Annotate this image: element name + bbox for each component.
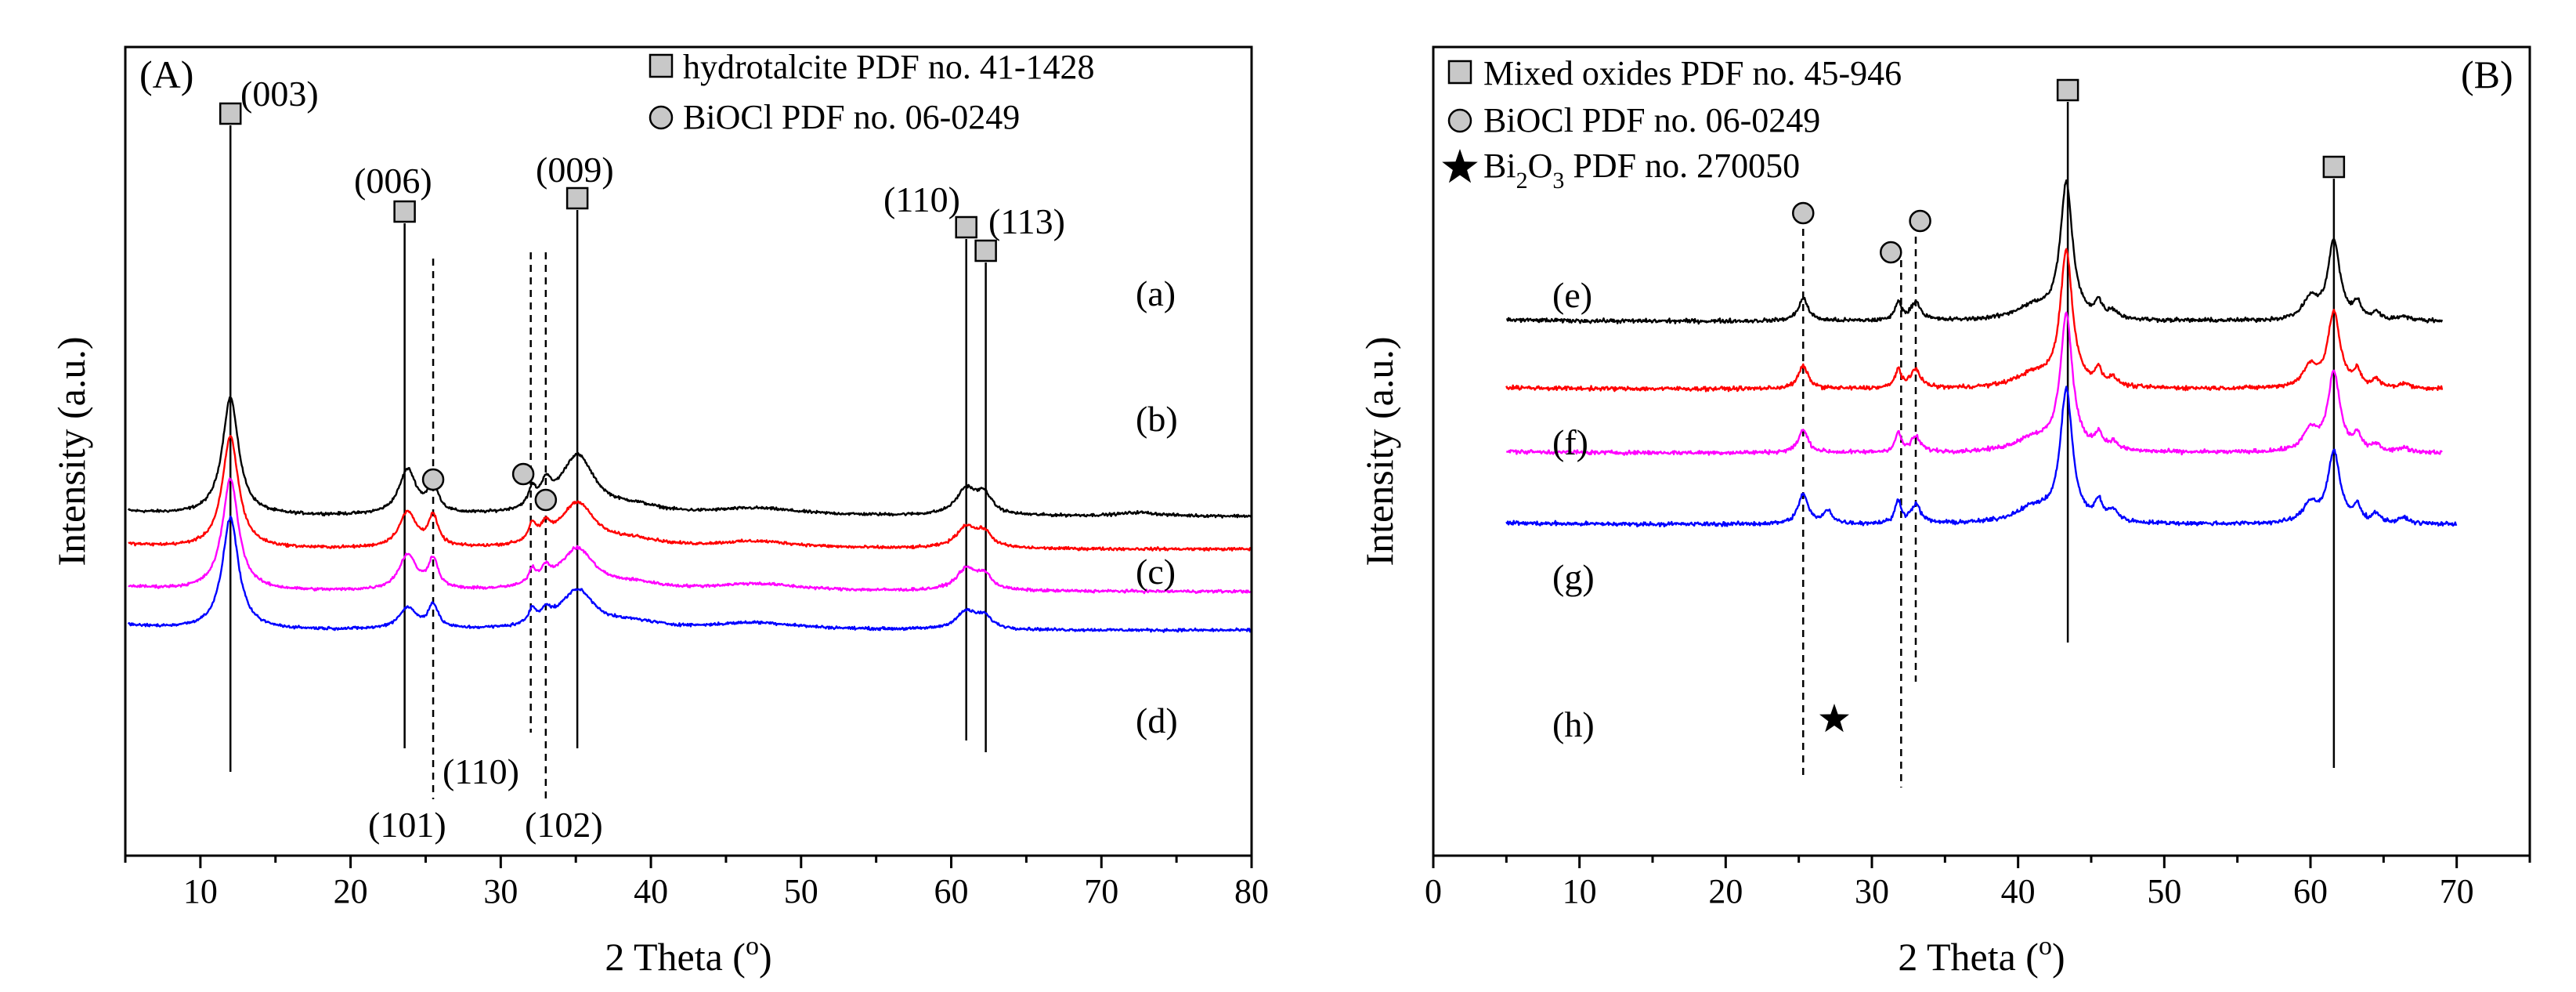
panel-b-series: [1505, 179, 2458, 528]
miller-006: (006): [354, 161, 432, 201]
bi2o3-star-icon: [1819, 704, 1849, 733]
x-title-sup: o: [746, 932, 759, 961]
x-tick-label: 40: [2001, 872, 2036, 911]
biocl-circle-icon: [1792, 201, 1815, 225]
series-line-c: [128, 477, 1253, 595]
panel-b: 0 10 20 30 40 50 60 70 (B) Mixed oxides PDF no.…: [1357, 45, 2531, 979]
biocl-circle-icon: [511, 462, 535, 486]
hydrotalcite-square-icon: [955, 215, 977, 239]
x-tick-label: 80: [1234, 872, 1269, 911]
legend-b-item-1: Mixed oxides PDF no. 45-946: [1483, 54, 1902, 92]
panel-b-x-axis-title: 2 Theta (o): [1898, 932, 2065, 979]
bi2o3-sub-2: 2: [1516, 168, 1528, 194]
x-title-end: ): [2052, 935, 2065, 979]
biocl-circle-icon: [421, 468, 445, 491]
miller-110-b: (110): [443, 751, 519, 791]
x-title-sup: o: [2039, 932, 2052, 961]
panel-b-plot-frame: [1432, 45, 2531, 857]
panel-a-y-axis-title: Intensity (a.u.): [49, 337, 93, 567]
panel-a: 10 20 30 40 50 60 70 80 (A) hydrotalcite PDF no…: [49, 45, 1269, 979]
hydrotalcite-square-icon: [565, 186, 589, 210]
x-tick-label: 30: [1855, 872, 1889, 911]
bi2o3-sub-3: 3: [1552, 168, 1564, 194]
bi2o3-bi: Bi: [1483, 147, 1516, 185]
x-tick-label: 40: [634, 872, 668, 911]
x-tick-label: 50: [2147, 872, 2181, 911]
mixed-oxide-square-icon: [2322, 155, 2346, 179]
legend-b-item-2: BiOCl PDF no. 06-0249: [1483, 101, 1820, 139]
panel-a-plot-frame: [124, 45, 1253, 857]
x-tick-label: 50: [784, 872, 818, 911]
biocl-circle-icon: [1880, 241, 1902, 264]
panel-a-x-ticks: 10 20 30 40 50 60 70 80: [124, 856, 1269, 911]
panel-a-label: (A): [139, 52, 193, 96]
miller-101: (101): [368, 805, 446, 845]
series-label-c: (c): [1136, 552, 1176, 592]
x-title-end: ): [759, 935, 772, 979]
x-tick-label: 10: [1563, 872, 1597, 911]
hydrotalcite-square-icon: [974, 239, 997, 262]
miller-009: (009): [536, 150, 614, 190]
biocl-circle-icon: [1909, 209, 1931, 233]
x-tick-label: 20: [334, 872, 368, 911]
miller-110-a: (110): [883, 179, 960, 219]
series-label-a: (a): [1136, 273, 1176, 313]
series-line-d: [127, 515, 1252, 633]
series-line-a: [127, 396, 1253, 519]
x-tick-label: 0: [1425, 872, 1442, 911]
legend-a-item-2: BiOCl PDF no. 06-0249: [683, 98, 1020, 136]
panel-b-reference-lines: [1802, 102, 2336, 787]
legend-a-item-1: hydrotalcite PDF no. 41-1428: [683, 48, 1095, 86]
panel-a-reference-lines: [229, 125, 987, 799]
panel-b-y-axis-title: Intensity (a.u.): [1357, 337, 1401, 567]
x-title-main: 2 Theta (: [1898, 935, 2039, 979]
x-tick-label: 60: [934, 872, 969, 911]
legend-b-item-3: Bi2O3 PDF no. 270050: [1483, 147, 1800, 194]
bi2o3-pdf: PDF no. 270050: [1564, 147, 1800, 185]
legend-star-icon: [1442, 149, 1478, 183]
series-line-h: [1505, 386, 2458, 528]
series-label-g: (g): [1552, 557, 1595, 597]
x-tick-label: 30: [483, 872, 518, 911]
x-tick-label: 10: [183, 872, 218, 911]
legend-circle-icon: [649, 105, 674, 130]
mixed-oxide-square-icon: [2056, 78, 2079, 102]
x-tick-label: 20: [1708, 872, 1743, 911]
hydrotalcite-square-icon: [219, 102, 242, 125]
panel-b-legend: Mixed oxides PDF no. 45-946 BiOCl PDF no…: [1442, 54, 1902, 194]
miller-003: (003): [240, 74, 319, 114]
miller-102: (102): [525, 805, 603, 845]
series-line-e: [1506, 179, 2444, 325]
legend-square-icon: [649, 53, 674, 78]
series-label-b: (b): [1136, 399, 1178, 439]
biocl-circle-icon: [534, 488, 558, 512]
panel-b-peak-markers: [1792, 78, 2346, 733]
legend-circle-icon: [1447, 108, 1472, 133]
series-label-f: (f): [1552, 422, 1588, 462]
panel-b-x-ticks: 0 10 20 30 40 50 60 70: [1425, 856, 2531, 911]
panel-a-series: [127, 396, 1253, 633]
series-line-b: [128, 435, 1252, 552]
legend-square-icon: [1447, 60, 1472, 85]
series-label-d: (d): [1136, 701, 1178, 740]
x-tick-label: 70: [1084, 872, 1118, 911]
bi2o3-o: O: [1528, 147, 1553, 185]
panel-a-peak-markers: [219, 102, 997, 512]
series-label-h: (h): [1552, 704, 1595, 744]
x-tick-label: 60: [2293, 872, 2328, 911]
x-tick-label: 70: [2440, 872, 2474, 911]
series-label-e: (e): [1552, 275, 1592, 315]
panel-b-label: (B): [2461, 52, 2513, 96]
miller-113: (113): [988, 201, 1065, 241]
panel-a-legend: hydrotalcite PDF no. 41-1428 BiOCl PDF n…: [649, 48, 1095, 136]
panel-a-x-axis-title: 2 Theta (o): [605, 932, 771, 979]
hydrotalcite-square-icon: [393, 200, 416, 223]
series-line-f: [1505, 248, 2444, 393]
series-line-g: [1506, 311, 2443, 456]
x-title-main: 2 Theta (: [605, 935, 746, 979]
